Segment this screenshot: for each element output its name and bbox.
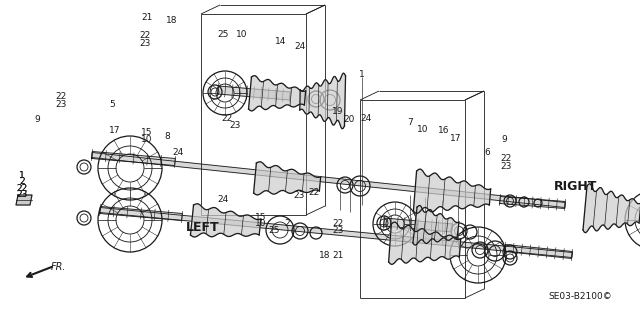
Text: 22: 22 xyxy=(308,188,319,197)
Text: LEFT: LEFT xyxy=(186,220,220,234)
Text: 22: 22 xyxy=(140,31,151,40)
Text: 15: 15 xyxy=(255,213,267,222)
Text: 25: 25 xyxy=(217,30,228,39)
Text: 23: 23 xyxy=(230,122,241,130)
Text: FR.: FR. xyxy=(51,262,67,272)
Polygon shape xyxy=(100,207,572,258)
Text: 23: 23 xyxy=(56,100,67,109)
Text: 20: 20 xyxy=(343,115,355,124)
Polygon shape xyxy=(253,162,321,195)
Text: 7: 7 xyxy=(407,118,412,127)
Polygon shape xyxy=(300,73,346,129)
Text: 1: 1 xyxy=(19,171,24,180)
Text: 19: 19 xyxy=(332,108,344,116)
Text: 18: 18 xyxy=(166,16,177,25)
Text: 23: 23 xyxy=(332,226,344,234)
Polygon shape xyxy=(92,151,175,165)
Text: 10: 10 xyxy=(255,220,267,228)
Text: 22: 22 xyxy=(332,220,344,228)
Text: 14: 14 xyxy=(275,38,286,46)
Text: 22: 22 xyxy=(16,184,28,193)
Text: 10: 10 xyxy=(417,125,428,133)
Text: 1: 1 xyxy=(19,171,24,180)
Text: 24: 24 xyxy=(217,195,228,203)
Text: 18: 18 xyxy=(319,251,331,259)
Text: 25: 25 xyxy=(268,226,280,234)
Text: 23: 23 xyxy=(140,39,151,48)
Polygon shape xyxy=(413,169,491,214)
Text: 23: 23 xyxy=(16,190,28,199)
Text: 24: 24 xyxy=(172,148,184,157)
Text: 15: 15 xyxy=(141,128,153,137)
Text: 17: 17 xyxy=(450,134,461,143)
Polygon shape xyxy=(248,76,306,111)
Text: 17: 17 xyxy=(109,126,121,135)
Text: 22: 22 xyxy=(16,184,28,193)
Text: 2: 2 xyxy=(19,178,24,186)
Text: 1: 1 xyxy=(359,70,364,79)
Text: 22: 22 xyxy=(221,114,233,123)
Polygon shape xyxy=(16,195,32,205)
Text: 23: 23 xyxy=(294,192,305,200)
Polygon shape xyxy=(218,86,291,100)
Text: 9: 9 xyxy=(502,136,507,144)
Polygon shape xyxy=(500,197,565,208)
Text: 23: 23 xyxy=(500,162,511,171)
Text: 21: 21 xyxy=(332,251,344,259)
Text: 8: 8 xyxy=(165,132,170,141)
Polygon shape xyxy=(191,204,261,237)
Polygon shape xyxy=(383,218,452,232)
Text: 10: 10 xyxy=(141,136,153,144)
Text: 5: 5 xyxy=(109,100,115,109)
Polygon shape xyxy=(388,222,461,264)
Text: 6: 6 xyxy=(485,148,490,157)
Text: 16: 16 xyxy=(438,126,449,135)
Text: 24: 24 xyxy=(294,42,305,51)
Text: 9: 9 xyxy=(35,115,40,124)
Text: 21: 21 xyxy=(141,13,153,21)
Text: SE03-B2100©: SE03-B2100© xyxy=(548,292,612,301)
Polygon shape xyxy=(504,244,572,258)
Polygon shape xyxy=(92,152,565,207)
Text: 2: 2 xyxy=(19,178,24,186)
Text: 22: 22 xyxy=(500,154,511,163)
Polygon shape xyxy=(100,207,182,220)
Text: 24: 24 xyxy=(360,114,372,123)
Polygon shape xyxy=(413,206,459,245)
Text: 2: 2 xyxy=(284,220,289,228)
Text: 22: 22 xyxy=(56,92,67,101)
Text: 23: 23 xyxy=(16,190,28,199)
Polygon shape xyxy=(583,184,640,233)
Text: RIGHT: RIGHT xyxy=(554,180,597,193)
Text: 10: 10 xyxy=(236,30,248,39)
